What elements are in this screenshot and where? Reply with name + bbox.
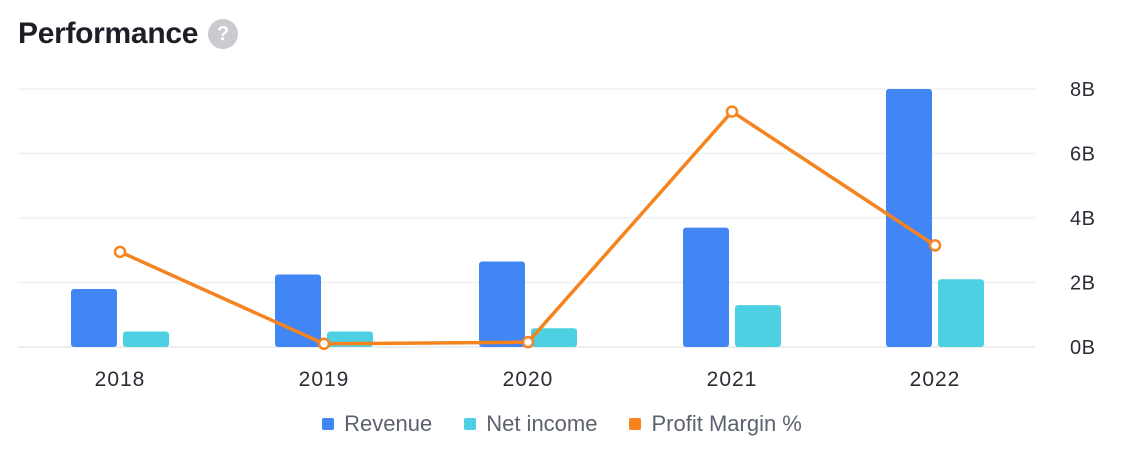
x-tick-label: 2019	[299, 368, 350, 391]
revenue-bar[interactable]	[479, 261, 525, 347]
legend-swatch	[629, 418, 642, 430]
y-tick-label: 6B	[1070, 144, 1095, 166]
chart-legend: Revenue Net income Profit Margin %	[0, 411, 1124, 437]
revenue-bar[interactable]	[683, 227, 729, 347]
net-income-bar[interactable]	[938, 279, 984, 347]
legend-label: Revenue	[344, 411, 433, 436]
y-tick-label: 0B	[1070, 337, 1095, 359]
legend-label: Net income	[486, 411, 598, 436]
legend-item[interactable]: Profit Margin %	[629, 411, 802, 437]
chart-header: Performance ?	[18, 12, 239, 56]
revenue-bar[interactable]	[275, 274, 321, 347]
x-tick-label: 2021	[707, 368, 758, 391]
revenue-bar[interactable]	[886, 89, 932, 347]
y-tick-label: 4B	[1070, 208, 1095, 230]
legend-item[interactable]: Net income	[464, 411, 597, 437]
profit-margin-point[interactable]	[317, 337, 331, 351]
net-income-bar[interactable]	[123, 331, 169, 347]
legend-label: Profit Margin %	[651, 411, 802, 436]
profit-margin-point[interactable]	[113, 245, 127, 259]
legend-swatch	[464, 418, 477, 430]
y-tick-label: 8B	[1070, 79, 1095, 101]
legend-swatch	[322, 418, 335, 430]
profit-margin-point[interactable]	[928, 239, 942, 252]
net-income-bar[interactable]	[531, 328, 577, 347]
revenue-bar[interactable]	[71, 288, 117, 347]
profit-margin-point[interactable]	[521, 335, 535, 349]
y-tick-label: 2B	[1070, 273, 1095, 295]
profit-margin-point[interactable]	[725, 105, 739, 118]
net-income-bar[interactable]	[735, 305, 781, 347]
profit-margin-line	[119, 109, 936, 346]
chart-title: Performance	[18, 17, 199, 50]
x-tick-label: 2018	[95, 368, 146, 391]
x-tick-label: 2020	[503, 368, 554, 391]
help-icon[interactable]: ?	[208, 19, 239, 49]
x-tick-label: 2022	[910, 368, 961, 391]
legend-item[interactable]: Revenue	[322, 411, 432, 437]
